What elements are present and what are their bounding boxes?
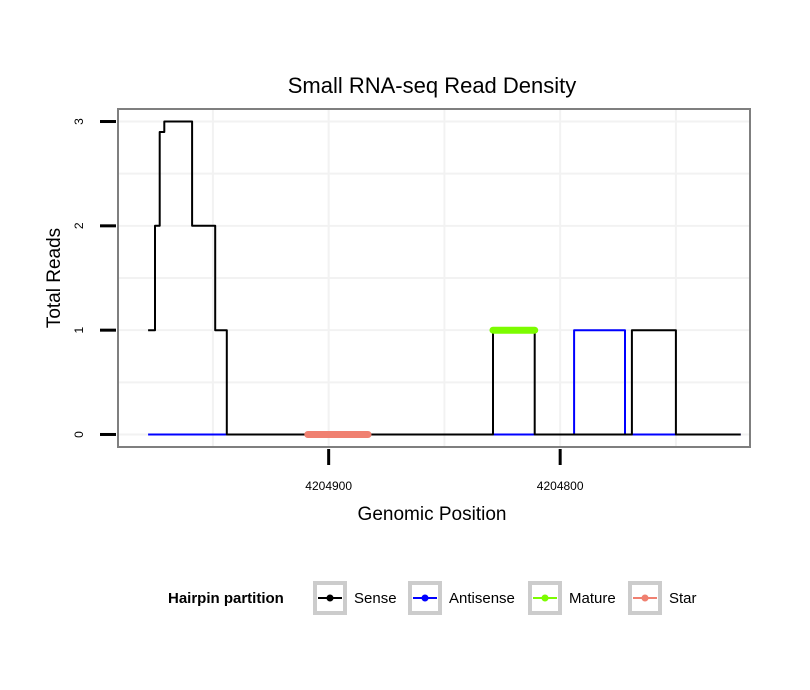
axis-ticks: 0 1 2 3 4204900 4204800: [72, 118, 584, 493]
series-sense-line: [148, 120, 741, 436]
y-axis-label: Total Reads: [44, 228, 65, 328]
y-tick-label: 0: [72, 431, 86, 438]
series-layer: [148, 120, 741, 438]
legend-item-star: Star: [628, 581, 697, 615]
legend-key-point: [421, 594, 429, 602]
y-tick-label: 3: [72, 118, 86, 125]
legend-key-point: [326, 594, 334, 602]
legend-title: Hairpin partition: [168, 590, 284, 607]
y-tick-label: 2: [72, 222, 86, 229]
y-tick-label: 1: [72, 327, 86, 334]
legend-label: Sense: [354, 590, 397, 607]
legend-item-sense: Sense: [313, 581, 397, 615]
legend-label: Antisense: [449, 590, 515, 607]
x-axis-label: Genomic Position: [358, 504, 507, 525]
legend-key-point: [641, 594, 649, 602]
legend: Hairpin partition Sense Antisense Mature St…: [168, 581, 697, 615]
plot-panel-border: [117, 108, 751, 448]
grid-lines: [118, 109, 750, 447]
x-tick-label: 4204900: [305, 479, 352, 493]
legend-item-antisense: Antisense: [408, 581, 515, 615]
legend-item-mature: Mature: [528, 581, 616, 615]
x-tick-label: 4204800: [537, 479, 584, 493]
legend-label: Star: [669, 590, 697, 607]
series-antisense-line: [148, 329, 741, 436]
legend-label: Mature: [569, 590, 616, 607]
legend-key-point: [541, 594, 549, 602]
chart-title: Small RNA-seq Read Density: [288, 73, 577, 98]
